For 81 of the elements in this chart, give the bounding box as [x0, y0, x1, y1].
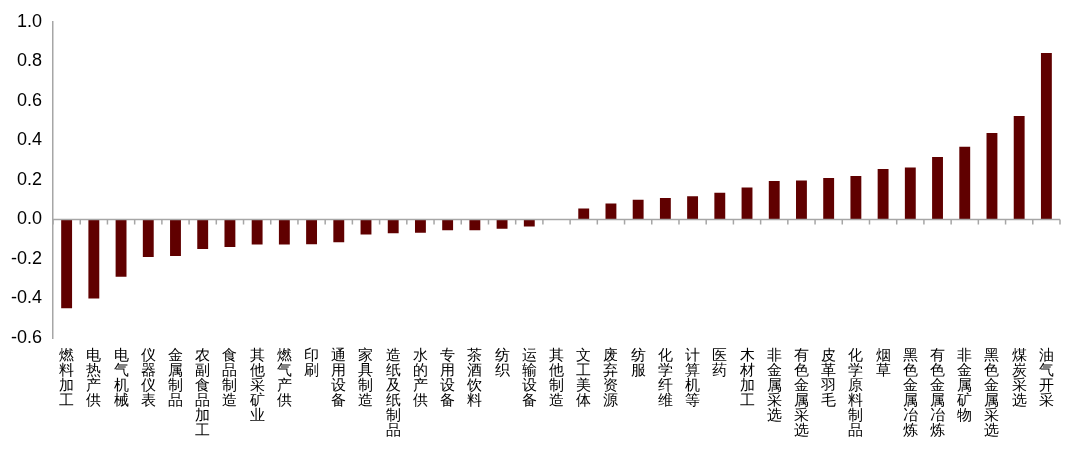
- bar: [387, 219, 399, 234]
- y-tick-label: 0.6: [16, 89, 43, 110]
- x-tick-label: 计算机等: [685, 346, 701, 410]
- x-tick-label: 造纸及纸制品: [385, 346, 401, 440]
- bar: [850, 175, 862, 220]
- bar: [687, 196, 699, 220]
- bar: [986, 133, 998, 220]
- x-tick-label: 有色金属采选: [793, 346, 809, 440]
- x-tick-label: 通用设备: [331, 346, 347, 410]
- bar: [741, 187, 753, 220]
- bar: [442, 219, 454, 231]
- bar: [278, 219, 290, 245]
- bar: [523, 219, 535, 227]
- x-tick-label: 仪器仪表: [140, 346, 156, 410]
- x-tick-label: 烟草: [875, 346, 891, 380]
- y-tick-label: 0.0: [16, 208, 43, 229]
- bar: [224, 219, 236, 248]
- bar: [333, 219, 345, 243]
- x-tick-label: 煤炭采选: [1011, 346, 1027, 410]
- y-tick-label: 1.0: [16, 10, 43, 31]
- x-tick-label: 文工美体: [576, 346, 592, 410]
- x-tick-label: 水的产供: [412, 346, 428, 410]
- x-tick-label: 其他制造: [549, 346, 565, 410]
- bar: [714, 192, 726, 220]
- bar: [659, 197, 671, 220]
- bar: [605, 203, 617, 220]
- y-tick-label: -0.2: [10, 247, 43, 268]
- x-tick-label: 化学纤维: [657, 346, 673, 410]
- x-tick-label: 农副食品加工: [195, 346, 211, 440]
- bar: [61, 219, 73, 309]
- x-tick-label: 化学原料制品: [848, 346, 864, 440]
- y-tick-label: -0.6: [10, 326, 43, 347]
- x-tick-label: 印刷: [304, 346, 320, 380]
- x-tick-label: 医药: [712, 346, 728, 380]
- bar: [904, 167, 916, 220]
- x-tick-label: 黑色金属采选: [984, 346, 1000, 440]
- x-tick-label: 其他采矿业: [248, 346, 265, 425]
- x-tick-label: 专用设备: [440, 346, 456, 410]
- x-tick-label: 茶酒饮料: [466, 346, 483, 410]
- bar: [796, 180, 807, 220]
- bar: [932, 156, 943, 220]
- bar: [115, 219, 127, 277]
- bar: [496, 219, 508, 229]
- y-tick-label: 0.2: [16, 168, 43, 189]
- bar: [197, 219, 209, 250]
- x-tick-label: 黑色金属冶炼: [902, 346, 918, 440]
- bar: [170, 219, 181, 256]
- x-tick-label: 金属制品: [167, 346, 183, 410]
- x-tick-label: 电热产供: [86, 346, 102, 410]
- bar: [959, 146, 971, 220]
- bar: [414, 219, 426, 233]
- bar: [632, 199, 644, 220]
- x-tick-label: 运输设备: [521, 346, 537, 410]
- bar: [768, 180, 780, 220]
- y-tick-label: -0.4: [10, 287, 43, 308]
- x-tick-label: 纺织: [494, 346, 510, 380]
- x-tick-label: 食品制造: [222, 346, 238, 410]
- y-tick-label: 0.8: [16, 50, 43, 71]
- bar: [1040, 53, 1052, 220]
- x-tick-label: 电气机械: [113, 346, 129, 410]
- x-tick-label: 油气开采: [1038, 346, 1054, 410]
- bar: [1013, 116, 1025, 220]
- bar: [469, 219, 481, 231]
- x-tick-label: 燃料加工: [59, 346, 75, 410]
- y-tick-label: 0.4: [16, 129, 43, 150]
- x-tick-label: 非金属矿物: [956, 346, 973, 425]
- x-tick-label: 燃气产供: [276, 346, 292, 410]
- x-tick-label: 纺服: [630, 346, 646, 380]
- x-tick-label: 木材加工: [738, 346, 755, 410]
- x-tick-label: 有色金属冶炼: [930, 346, 946, 440]
- bar: [823, 177, 835, 220]
- bar: [877, 169, 889, 220]
- bar: [251, 219, 263, 245]
- bar: [578, 208, 590, 220]
- x-tick-label: 废弃资源: [603, 346, 619, 410]
- x-tick-label: 非金属采选: [766, 346, 782, 425]
- x-tick-label: 皮革羽毛: [820, 346, 837, 410]
- bar: [142, 219, 154, 257]
- x-tick-label: 家具制造: [358, 346, 374, 410]
- bar: [88, 219, 100, 299]
- bar: [306, 219, 318, 245]
